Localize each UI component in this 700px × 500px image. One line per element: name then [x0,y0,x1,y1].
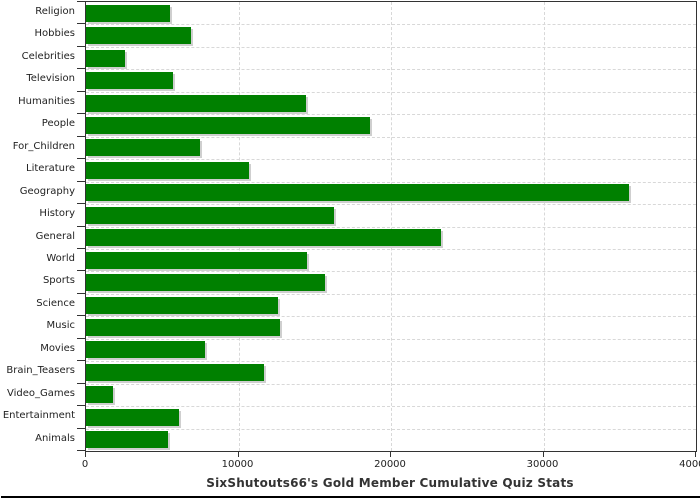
x-axis-tick-label: 10000 [221,459,254,470]
y-axis-tick [77,180,85,182]
horizontal-gridline [86,226,696,228]
bar-television [86,72,173,90]
category-label-music: Music [46,320,75,332]
category-label-brain_teasers: Brain_Teasers [6,365,75,377]
x-axis-tick [85,451,86,457]
y-axis-tick [77,450,85,451]
horizontal-gridline [86,271,696,273]
horizontal-gridline [86,383,696,385]
horizontal-gridline [86,24,696,26]
category-label-movies: Movies [40,342,75,354]
x-axis-tick-label: 40000 [679,459,700,470]
x-axis-tick [390,451,391,457]
horizontal-gridline [86,46,696,48]
bar-people [86,116,370,134]
y-axis-tick [77,405,85,407]
category-label-video_games: Video_Games [7,387,75,399]
x-axis-tick-labels: 0 10000 20000 30000 40000 [82,459,700,473]
y-axis-tick [77,337,85,339]
y-axis-tick [77,113,85,115]
bottom-divider [1,496,700,498]
bar-music [86,319,280,337]
bar-religion [86,4,170,22]
bar-hobbies [86,27,191,45]
bar-geography [86,184,629,202]
y-axis-tick [77,270,85,272]
x-axis-tick [237,451,239,457]
horizontal-gridline [86,181,696,183]
y-axis-category-labels: Religion Hobbies Celebrities Television Huma… [0,1,75,450]
x-axis-tick-label: 30000 [526,459,559,470]
bar-entertainment [86,408,179,426]
bar-animals [86,431,168,449]
y-axis-tick [77,23,85,25]
horizontal-gridline [86,136,696,138]
category-label-television: Television [26,73,75,85]
category-label-geography: Geography [19,185,75,197]
horizontal-gridline [86,248,696,250]
y-axis-tick [77,360,85,362]
y-axis-tick [77,68,85,70]
category-label-people: People [41,118,75,130]
category-label-animals: Animals [35,432,75,444]
y-axis-tick [77,382,85,384]
bar-for_children [86,139,200,157]
category-label-general: General [35,230,75,242]
bar-literature [86,161,249,179]
horizontal-gridline [86,338,696,340]
category-label-sports: Sports [42,275,75,287]
category-label-entertainment: Entertainment [2,410,75,422]
horizontal-gridline [86,406,696,408]
category-label-humanities: Humanities [18,95,75,107]
y-axis-tick [77,292,85,294]
horizontal-gridline [86,69,696,71]
y-axis-tick [77,203,85,205]
bar-science [86,296,278,314]
y-axis-tick [77,158,85,160]
category-label-for_children: For_Children [12,140,75,152]
y-axis-tick [77,90,85,92]
chart-title: SixShutouts66's Gold Member Cumulative Q… [206,476,574,490]
bar-sports [86,274,325,292]
category-label-religion: Religion [35,6,75,17]
horizontal-gridline [86,428,696,430]
y-axis-tick [77,135,85,137]
bar-humanities [86,94,306,112]
x-axis-tick [542,451,544,457]
y-axis-tick [77,1,85,2]
category-label-science: Science [36,297,75,309]
x-axis-tick [695,451,696,457]
horizontal-gridline [86,361,696,363]
y-axis-tick [77,315,85,317]
y-axis-tick [77,45,85,47]
category-label-celebrities: Celebrities [21,50,75,62]
x-axis-tick-label: 0 [81,459,89,470]
category-label-history: History [39,208,75,220]
horizontal-gridline [86,293,696,295]
y-axis-tick [77,225,85,227]
bar-movies [86,341,205,359]
plot-area [85,1,697,452]
category-label-hobbies: Hobbies [34,28,75,40]
category-label-world: World [46,252,75,264]
horizontal-gridline [86,204,696,206]
y-axis-tick [77,427,85,429]
y-axis-tick [77,247,85,249]
horizontal-gridline [86,159,696,161]
horizontal-gridline [86,114,696,116]
bar-world [86,251,307,269]
bar-video_games [86,386,113,404]
horizontal-gridline [86,316,696,318]
bar-general [86,229,441,247]
bar-history [86,206,334,224]
bar-brain_teasers [86,363,264,381]
horizontal-gridline [86,91,696,93]
x-axis-tick-label: 20000 [374,459,406,470]
category-label-literature: Literature [26,163,75,175]
bar-celebrities [86,49,125,67]
